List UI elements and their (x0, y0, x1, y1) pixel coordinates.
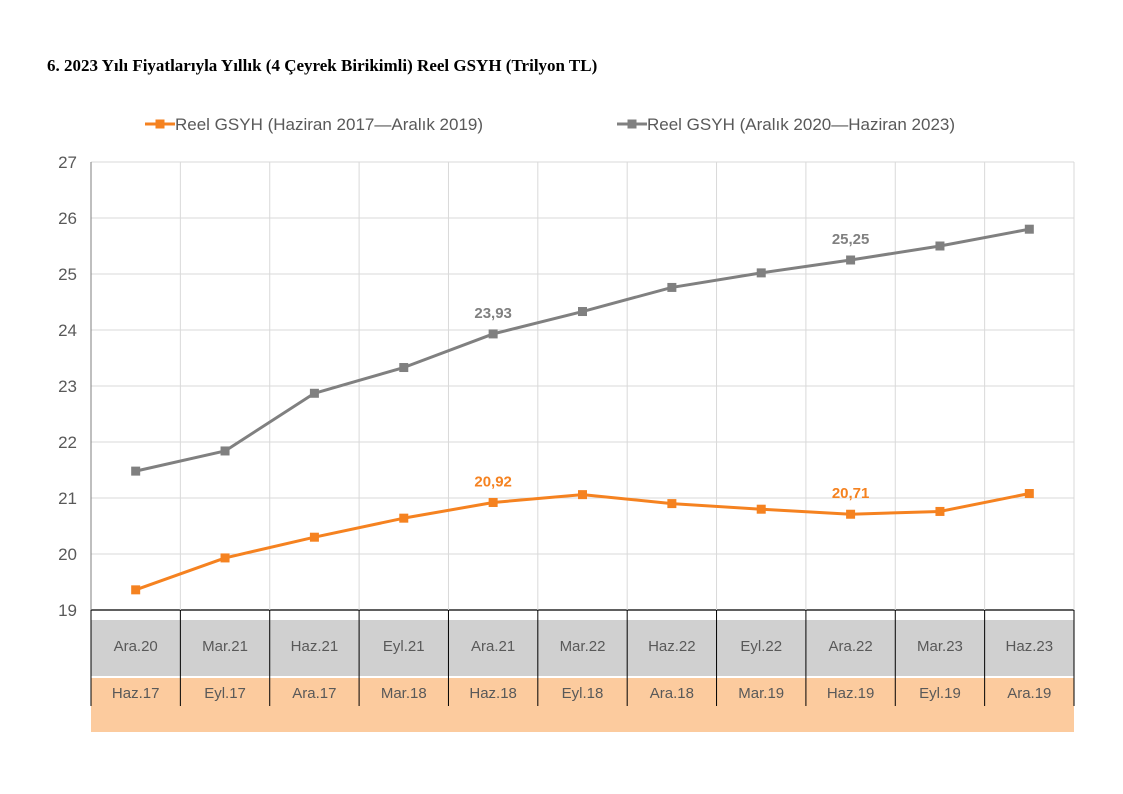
data-point-marker (309, 532, 319, 542)
x-tick-label-top: Haz.22 (648, 638, 696, 655)
data-point-marker (399, 513, 409, 523)
x-tick-label-top: Eyl.21 (383, 638, 425, 655)
data-point-marker (1024, 489, 1034, 499)
x-tick-label-bottom: Haz.17 (112, 685, 160, 702)
x-tick-label-top: Haz.23 (1006, 638, 1054, 655)
data-point-marker (399, 363, 409, 373)
y-tick-label: 21 (58, 489, 77, 508)
x-tick-label-bottom: Eyl.18 (562, 685, 604, 702)
legend-label-1: Reel GSYH (Haziran 2017—Aralık 2019) (175, 115, 483, 134)
x-tick-label-top: Ara.22 (828, 638, 872, 655)
legend-marker-2 (627, 119, 637, 129)
x-tick-label-bottom: Eyl.17 (204, 685, 246, 702)
data-point-marker (667, 282, 677, 292)
x-tick-label-top: Mar.23 (917, 638, 963, 655)
data-point-marker (846, 509, 856, 519)
data-point-marker (488, 497, 498, 507)
x-tick-label-bottom: Haz.18 (469, 685, 517, 702)
data-point-marker (935, 241, 945, 251)
y-tick-label: 20 (58, 545, 77, 564)
data-point-marker (488, 329, 498, 339)
data-label: 25,25 (832, 231, 870, 248)
data-point-marker (578, 307, 587, 317)
data-label: 20,71 (832, 485, 870, 502)
chart-title: 6. 2023 Yılı Fiyatlarıyla Yıllık (4 Çeyr… (47, 56, 598, 75)
x-tick-label-top: Eyl.22 (740, 638, 782, 655)
y-tick-label: 22 (58, 433, 77, 452)
data-point-marker (131, 466, 141, 476)
x-tick-label-bottom: Mar.18 (381, 685, 427, 702)
data-point-marker (131, 585, 141, 595)
data-point-marker (935, 506, 945, 516)
category-band-bottom (91, 678, 1074, 732)
y-tick-label: 25 (58, 265, 77, 284)
data-point-marker (220, 553, 230, 563)
data-point-marker (309, 388, 319, 398)
x-tick-label-bottom: Eyl.19 (919, 685, 961, 702)
x-tick-label-bottom: Ara.18 (650, 685, 694, 702)
legend-label-2: Reel GSYH (Aralık 2020—Haziran 2023) (647, 115, 955, 134)
x-tick-label-top: Ara.21 (471, 638, 515, 655)
y-tick-label: 24 (58, 321, 77, 340)
data-point-marker (1024, 224, 1034, 234)
data-point-marker (756, 504, 766, 514)
y-tick-label: 19 (58, 601, 77, 620)
y-tick-label: 23 (58, 377, 77, 396)
x-tick-label-bottom: Ara.19 (1007, 685, 1051, 702)
x-tick-label-bottom: Haz.19 (827, 685, 875, 702)
data-label: 23,93 (474, 305, 512, 322)
data-point-marker (667, 499, 677, 509)
x-tick-label-top: Mar.21 (202, 638, 248, 655)
x-tick-label-bottom: Ara.17 (292, 685, 336, 702)
x-tick-label-top: Mar.22 (560, 638, 606, 655)
y-tick-label: 26 (58, 209, 77, 228)
x-tick-label-bottom: Mar.19 (738, 685, 784, 702)
data-point-marker (578, 490, 587, 500)
x-tick-label-top: Haz.21 (291, 638, 339, 655)
y-tick-label: 27 (58, 153, 77, 172)
x-tick-label-top: Ara.20 (114, 638, 158, 655)
data-point-marker (756, 268, 766, 278)
legend-marker-1 (155, 119, 165, 129)
category-band-top (91, 620, 1074, 676)
data-label: 20,92 (474, 473, 512, 490)
data-point-marker (220, 446, 230, 456)
data-point-marker (846, 255, 856, 265)
